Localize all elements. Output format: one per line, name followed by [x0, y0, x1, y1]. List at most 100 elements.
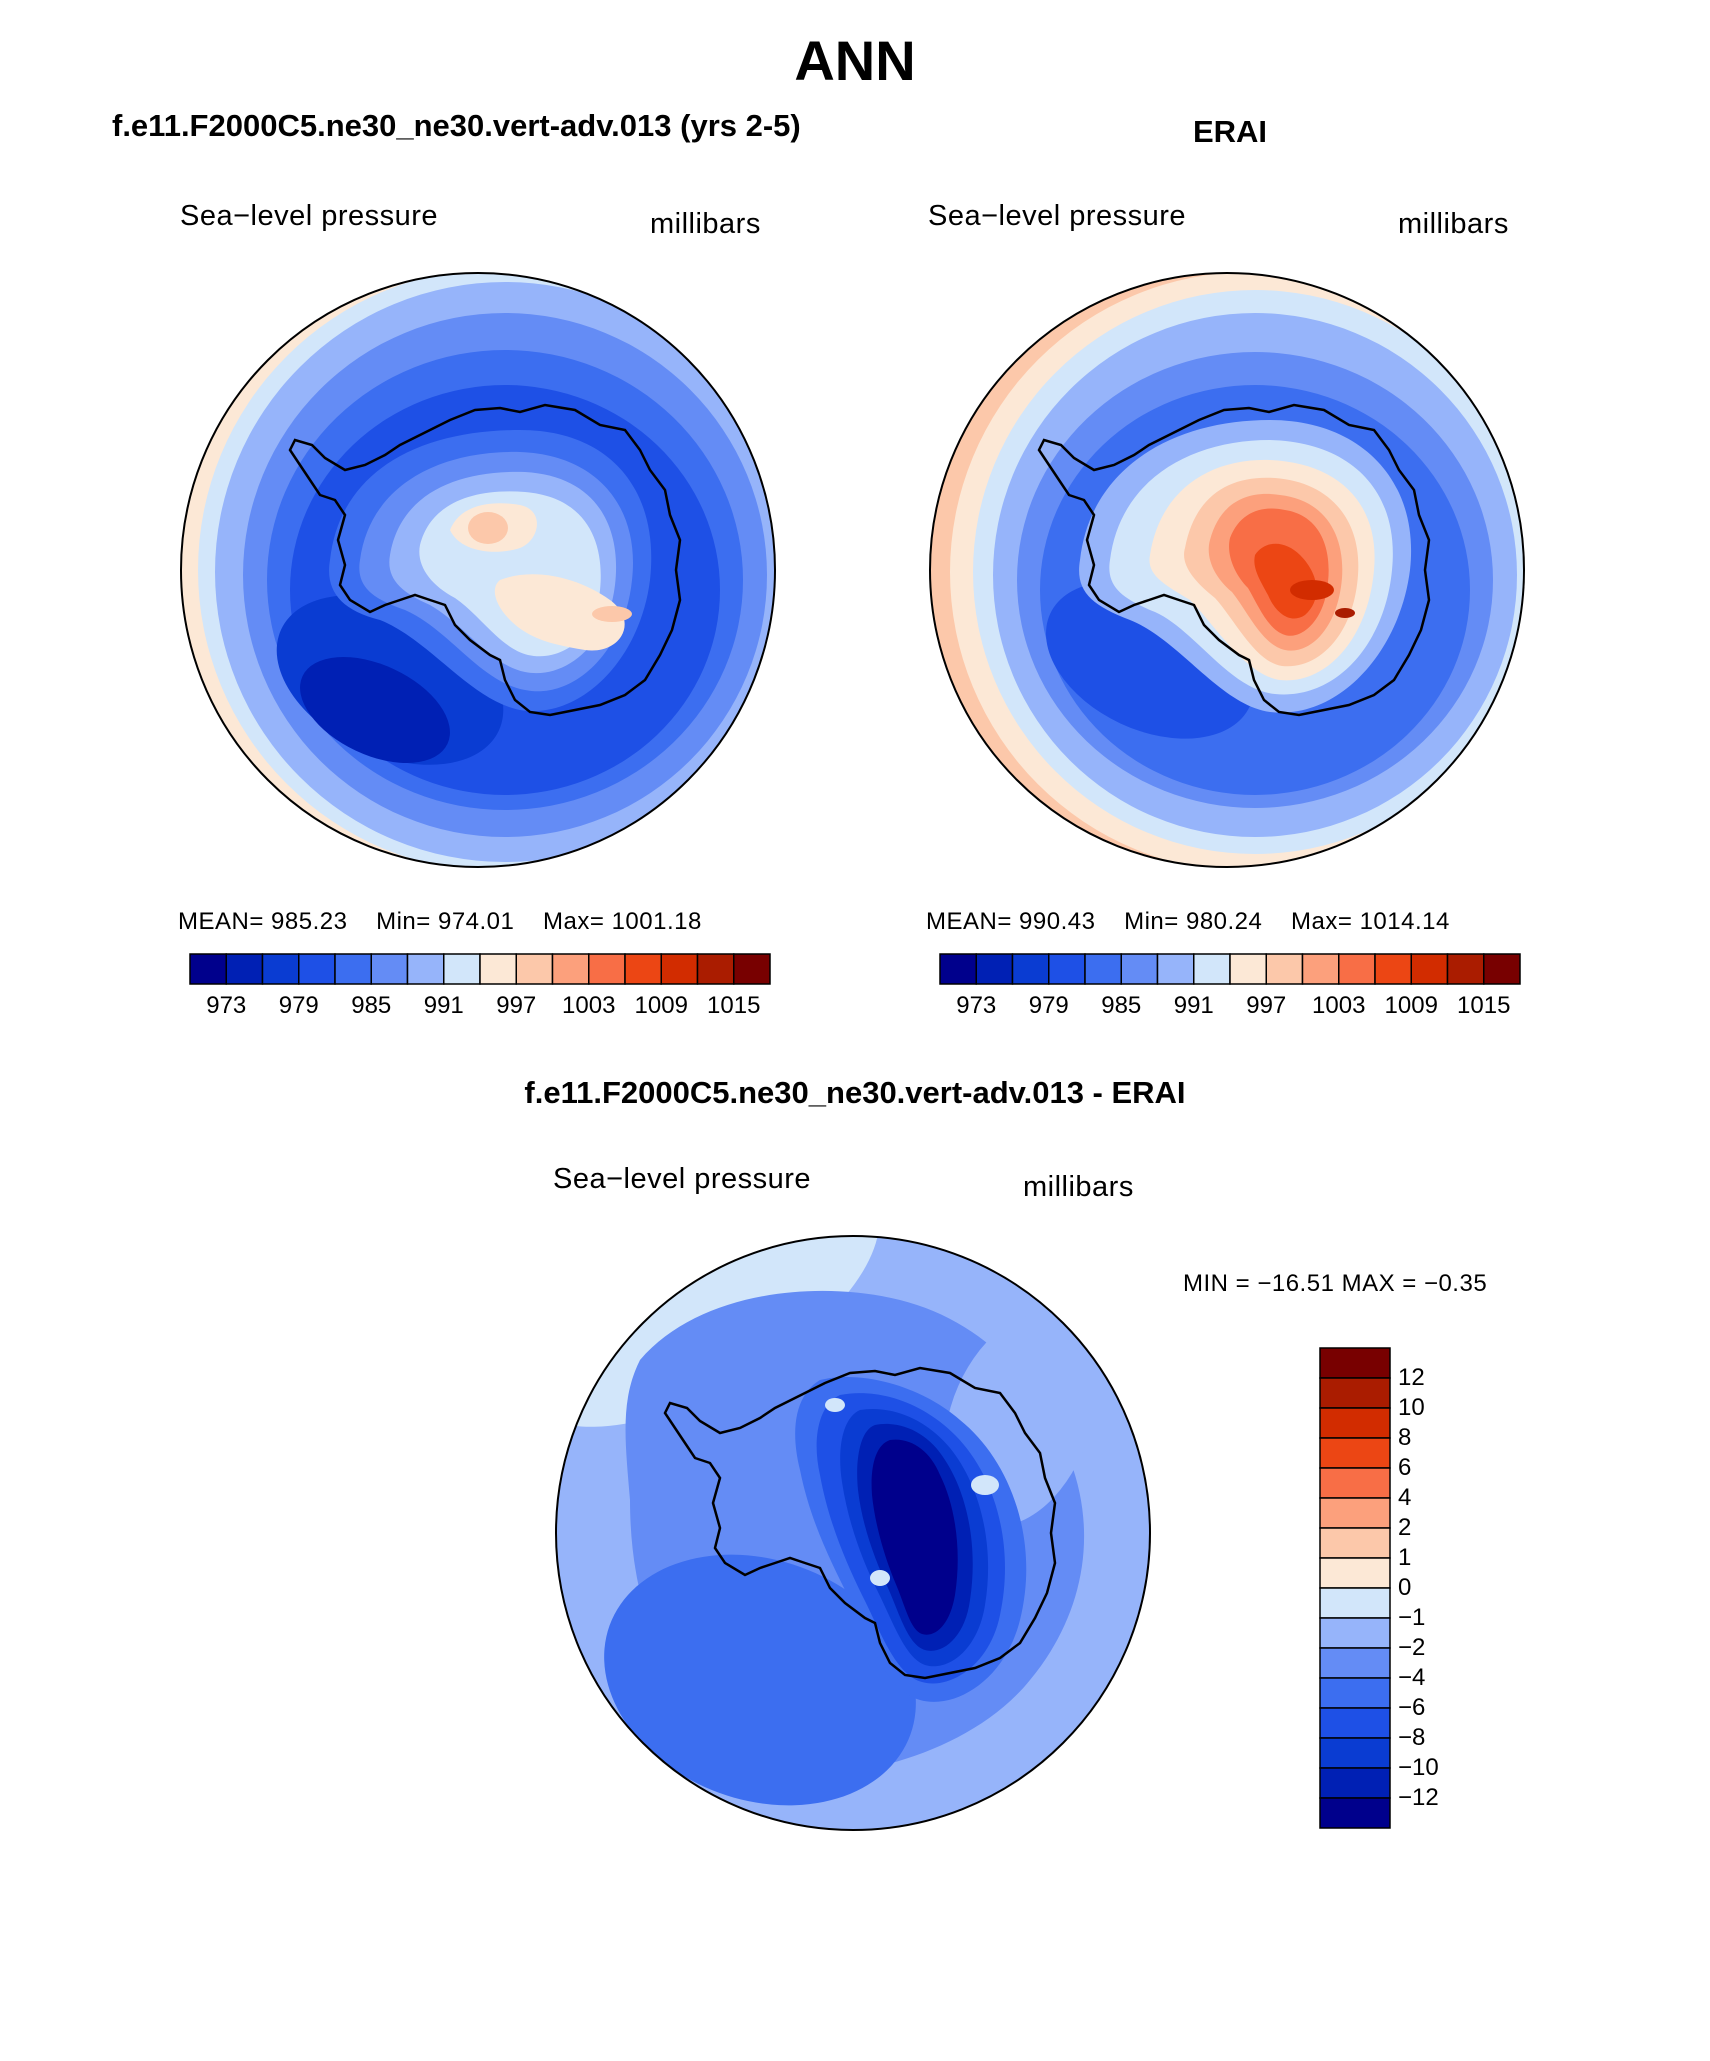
colorbar-swatch — [1301, 953, 1340, 985]
antarctica-coastline-obs — [1037, 403, 1431, 717]
colorbar-swatch — [551, 953, 590, 985]
colorbar-tick-label: 985 — [351, 992, 392, 1019]
colorbar-swatch — [1120, 953, 1159, 985]
min-label: Min= — [1124, 908, 1179, 935]
colorbar-swatch — [1338, 953, 1376, 985]
colorbar-swatch — [1319, 1707, 1391, 1739]
colorbar-tick-label: 12 — [1398, 1364, 1425, 1391]
colorbar-tick-label: 2 — [1398, 1514, 1412, 1541]
colorbar-swatch — [1319, 1527, 1391, 1559]
colorbar-swatch — [939, 953, 977, 985]
colorbar-difference — [1319, 1347, 1391, 1829]
colorbar-tick-label: −4 — [1398, 1664, 1426, 1691]
colorbar-tick-label: 979 — [278, 992, 319, 1019]
colorbar-tick-label: 1 — [1398, 1544, 1412, 1571]
colorbar-swatch — [370, 953, 409, 985]
colorbar-swatch — [696, 953, 735, 985]
colorbar-tick-label: 997 — [496, 992, 537, 1019]
panel-obs-variable-label: Sea−level pressure — [928, 200, 1187, 232]
colorbar-tick-label: −2 — [1398, 1634, 1426, 1661]
colorbar-tick-label: 6 — [1398, 1454, 1412, 1481]
colorbar-swatch — [1048, 953, 1086, 985]
colorbar-swatch — [334, 953, 372, 985]
colorbar-tick-label: 997 — [1246, 992, 1287, 1019]
colorbar-swatch — [1319, 1647, 1391, 1679]
colorbar-swatch — [1483, 953, 1521, 985]
contour-fill — [1290, 580, 1334, 600]
map-obs — [930, 273, 1524, 867]
mean-value: 990.43 — [1019, 908, 1096, 935]
colorbar-swatch — [1319, 1767, 1391, 1799]
colorbar-swatch — [588, 953, 626, 985]
colorbar-tick-label: 1015 — [707, 992, 761, 1019]
colorbar-swatch — [1319, 1377, 1391, 1409]
colorbar-tick-label: −6 — [1398, 1694, 1426, 1721]
panel-model-variable-label: Sea−level pressure — [180, 200, 439, 232]
colorbar-tick-label: 8 — [1398, 1424, 1412, 1451]
colorbar-swatch — [1265, 953, 1304, 985]
colorbar-swatch — [733, 953, 771, 985]
colorbar-swatch — [1229, 953, 1267, 985]
contour-fill — [604, 1554, 916, 1806]
contour-fill — [468, 512, 508, 544]
colorbar-swatch — [1319, 1467, 1391, 1499]
colorbar-swatch — [624, 953, 662, 985]
mean-value: 985.23 — [271, 908, 348, 935]
colorbar-swatch — [1319, 1497, 1391, 1529]
colorbar-swatch — [1319, 1557, 1391, 1589]
colorbar-swatch — [1011, 953, 1050, 985]
colorbar-tick-label: 991 — [1173, 992, 1214, 1019]
contour-fill — [300, 657, 450, 763]
colorbar-tick-label: 991 — [423, 992, 464, 1019]
colorbar-tick-label: 0 — [1398, 1574, 1412, 1601]
antarctica-coastline-model — [288, 403, 682, 717]
colorbar-swatch — [261, 953, 300, 985]
panel-diff-variable-label: Sea−level pressure — [553, 1163, 812, 1195]
colorbar-swatch — [1319, 1617, 1391, 1649]
mean-label: MEAN= — [178, 908, 264, 935]
contour-fill — [825, 1398, 845, 1412]
colorbar-tick-label: −8 — [1398, 1724, 1426, 1751]
contour-fill — [871, 1439, 958, 1635]
colorbar-swatch — [1319, 1797, 1391, 1829]
colorbar-tick-label: 4 — [1398, 1484, 1412, 1511]
contour-fill — [1335, 608, 1355, 618]
colorbar-tick-label: 1009 — [1384, 992, 1438, 1019]
contour-fill — [971, 1475, 999, 1495]
colorbar-swatch — [479, 953, 517, 985]
min-value: 980.24 — [1185, 908, 1263, 935]
panel-diff-range: MIN = −16.51 MAX = −0.35 — [1183, 1270, 1488, 1297]
contour-fill — [494, 574, 625, 651]
colorbar-swatch — [1319, 1737, 1391, 1769]
colorbar-swatch — [225, 953, 264, 985]
colorbar-tick-label: 973 — [956, 992, 997, 1019]
panel-model-units-label: millibars — [650, 208, 761, 240]
map-difference — [556, 1236, 1150, 1830]
map-obs-border — [929, 272, 1525, 868]
max-label: Max= — [1291, 908, 1353, 935]
panel-obs-stats: MEAN= 990.43 Min= 980.24 Max= 1014.14 — [926, 908, 1450, 936]
colorbar-tick-label: 985 — [1101, 992, 1142, 1019]
colorbar-swatch — [1446, 953, 1485, 985]
min-label: Min= — [376, 908, 431, 935]
colorbar-tick-label: 1003 — [1312, 992, 1366, 1019]
colorbar-swatch — [1319, 1407, 1391, 1439]
panel-diff-units-label: millibars — [1023, 1171, 1134, 1203]
colorbar-swatch — [1319, 1677, 1391, 1709]
colorbar-tick-label: 10 — [1398, 1394, 1425, 1421]
colorbar-swatch — [1319, 1437, 1391, 1469]
map-difference-border — [555, 1235, 1151, 1831]
colorbar-tick-label: 979 — [1028, 992, 1069, 1019]
map-model-border — [180, 272, 776, 868]
page-title: ANN — [794, 29, 916, 92]
colorbar-tick-label: 1009 — [634, 992, 688, 1019]
colorbar-swatch — [406, 953, 445, 985]
colorbar-swatch — [443, 953, 481, 985]
colorbar-swatch — [1319, 1347, 1391, 1379]
colorbar-tick-label: 1003 — [562, 992, 616, 1019]
colorbar-tick-label: 1015 — [1457, 992, 1511, 1019]
max-value: 1001.18 — [611, 908, 702, 935]
mean-label: MEAN= — [926, 908, 1012, 935]
colorbar-swatch — [660, 953, 699, 985]
